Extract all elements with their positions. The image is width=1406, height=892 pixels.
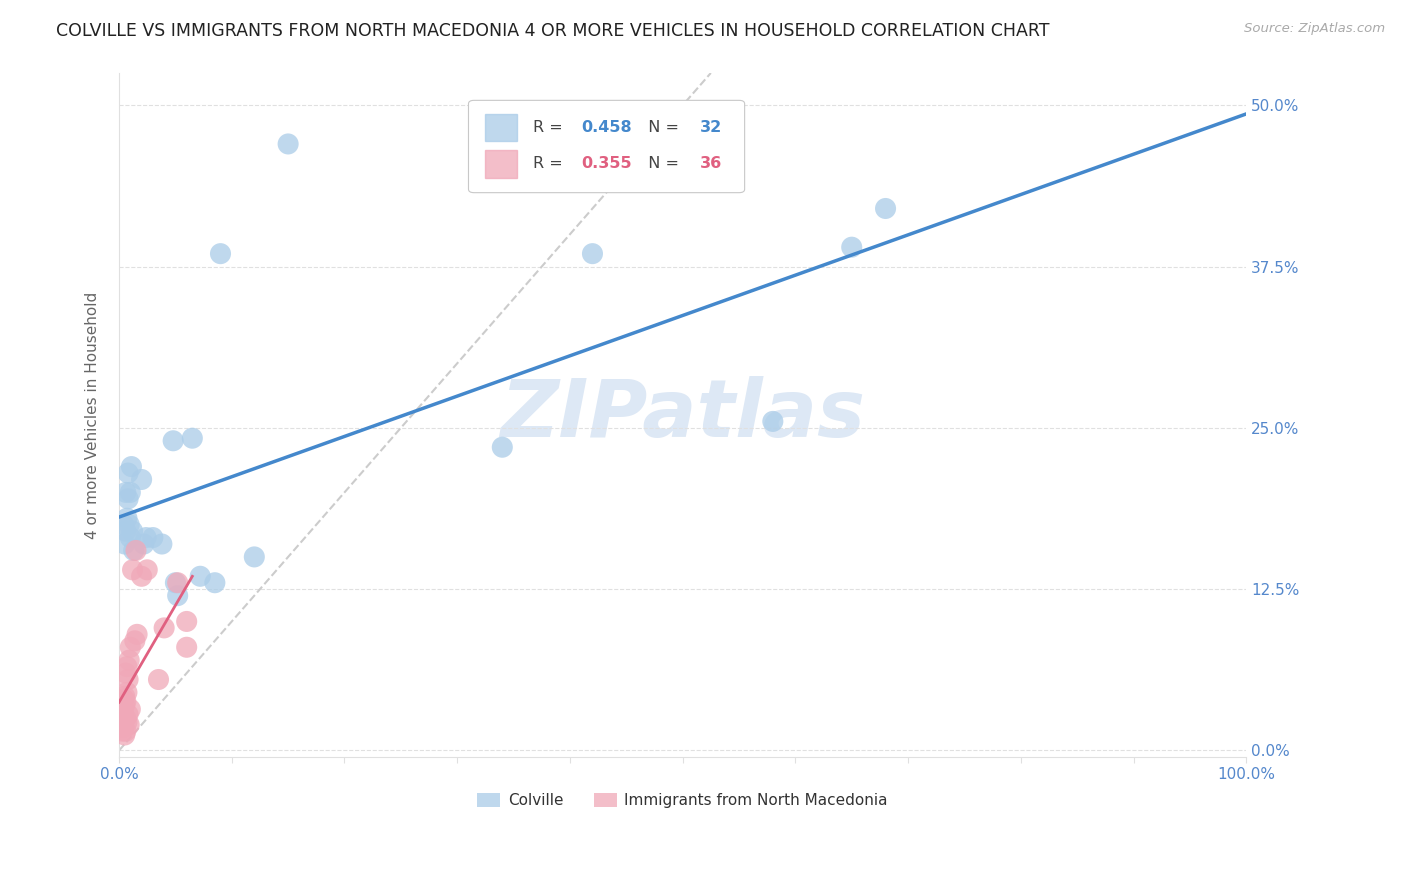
Point (112, 691, 135, 706)
Point (243, 549, 266, 564)
Text: N =: N = (637, 120, 683, 136)
Point (112, 720, 135, 734)
Point (114, 666, 136, 681)
Point (165, 575, 187, 590)
Point (118, 717, 141, 731)
Point (491, 440, 513, 454)
Point (122, 543, 145, 558)
Point (110, 705, 132, 719)
Point (120, 459, 142, 474)
Point (114, 524, 136, 538)
Point (117, 707, 139, 722)
Text: 0.458: 0.458 (581, 120, 631, 136)
Point (121, 524, 143, 538)
Point (188, 569, 211, 583)
Point (114, 724, 136, 739)
Point (115, 511, 138, 525)
Point (114, 711, 136, 725)
Point (120, 485, 142, 500)
Point (153, 621, 176, 635)
Bar (485, 114, 517, 141)
Bar (485, 150, 517, 178)
FancyBboxPatch shape (468, 100, 745, 193)
Text: ZIPatlas: ZIPatlas (501, 376, 865, 454)
Point (114, 698, 136, 713)
Point (875, 202, 897, 216)
Point (115, 715, 138, 730)
Point (136, 563, 159, 577)
Point (166, 575, 188, 590)
Point (131, 473, 153, 487)
Point (114, 694, 136, 708)
Point (125, 543, 148, 558)
Text: 32: 32 (700, 120, 721, 136)
Text: Source: ZipAtlas.com: Source: ZipAtlas.com (1244, 22, 1385, 36)
Point (121, 563, 143, 577)
Point (148, 673, 170, 687)
Point (120, 640, 142, 655)
Point (110, 717, 132, 731)
Point (114, 537, 136, 551)
Point (127, 627, 149, 641)
Point (112, 517, 135, 532)
Point (166, 589, 188, 603)
Text: COLVILLE VS IMMIGRANTS FROM NORTH MACEDONIA 4 OR MORE VEHICLES IN HOUSEHOLD CORR: COLVILLE VS IMMIGRANTS FROM NORTH MACEDO… (56, 22, 1050, 40)
Point (209, 246, 232, 260)
Point (176, 640, 198, 655)
Point (115, 659, 138, 673)
Point (112, 707, 135, 722)
Point (131, 569, 153, 583)
Point (117, 491, 139, 506)
Point (114, 485, 136, 500)
Point (111, 715, 134, 730)
Point (120, 702, 142, 716)
Text: 0.355: 0.355 (581, 156, 631, 171)
Point (117, 673, 139, 687)
Point (115, 685, 138, 699)
Point (176, 615, 198, 629)
Point (135, 531, 157, 545)
Point (118, 653, 141, 667)
Text: R =: R = (533, 120, 568, 136)
Point (762, 414, 785, 428)
Point (841, 240, 863, 254)
Legend: Colville, Immigrants from North Macedonia: Colville, Immigrants from North Macedoni… (471, 787, 894, 814)
Point (150, 537, 173, 551)
Point (114, 690, 136, 704)
Point (124, 633, 146, 648)
Point (181, 431, 204, 445)
Point (111, 698, 134, 713)
Point (117, 466, 139, 480)
Text: 36: 36 (700, 156, 721, 171)
Point (114, 728, 136, 742)
Point (204, 575, 226, 590)
Point (581, 246, 603, 260)
Point (111, 724, 134, 739)
Point (120, 531, 142, 545)
Point (277, 136, 299, 151)
Point (162, 434, 184, 448)
Y-axis label: 4 or more Vehicles in Household: 4 or more Vehicles in Household (86, 292, 100, 539)
Text: R =: R = (533, 156, 568, 171)
Point (132, 537, 155, 551)
Point (118, 517, 141, 532)
Point (142, 531, 165, 545)
Text: N =: N = (637, 156, 683, 171)
Point (110, 711, 132, 725)
